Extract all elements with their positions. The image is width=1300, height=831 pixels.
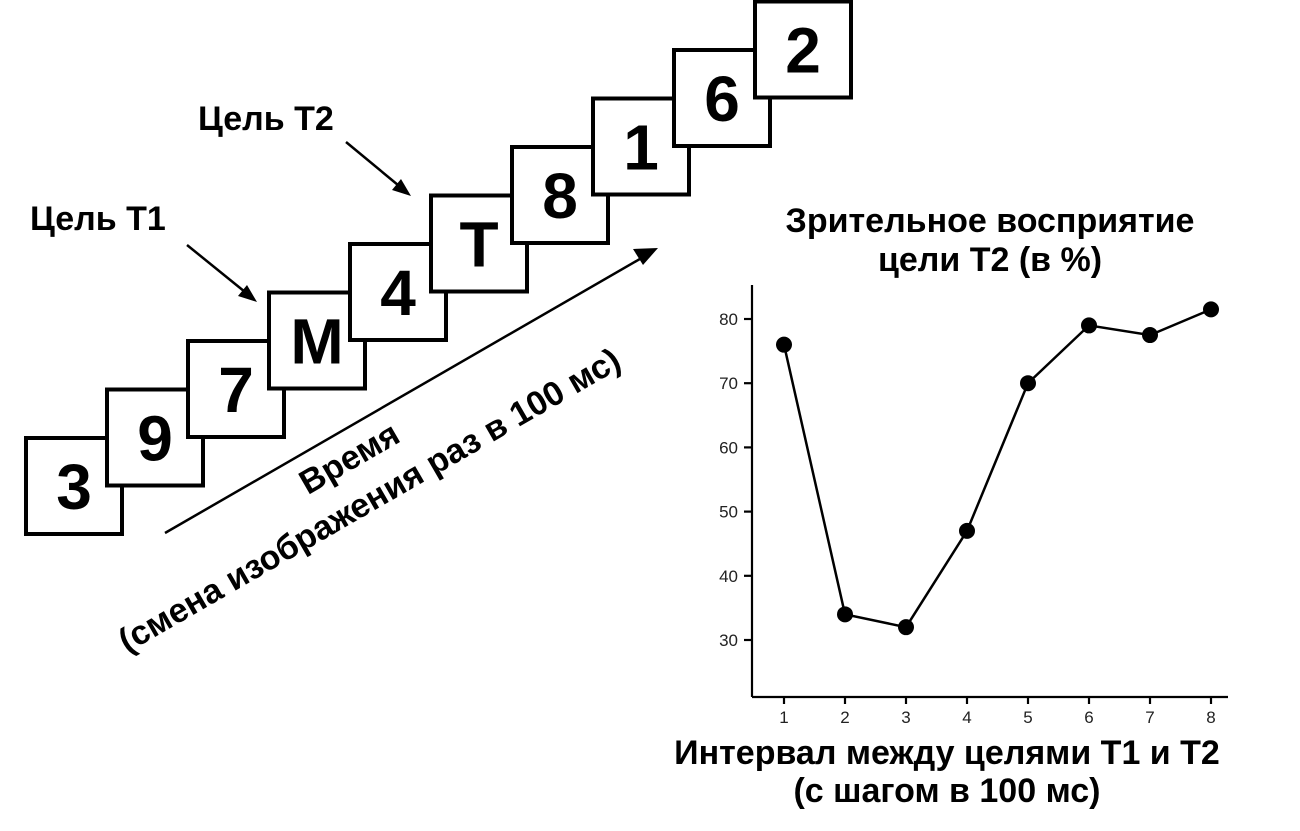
- y-tick-label: 70: [719, 374, 738, 393]
- y-tick-label: 80: [719, 310, 738, 329]
- y-tick-label: 50: [719, 503, 738, 522]
- target-t1-arrow: [186, 244, 251, 297]
- target-t2-label: Цель Т2: [198, 100, 334, 138]
- x-tick-label: 8: [1206, 708, 1215, 727]
- chart-title-line-2: цели Т2 (в %): [878, 241, 1102, 279]
- x-tick-label: 2: [840, 708, 849, 727]
- target-t1-callout: Цель Т1: [30, 200, 257, 302]
- y-tick-group: 30 40 50 60 70 80: [719, 310, 752, 650]
- x-tick-label: 3: [901, 708, 910, 727]
- target-t1-arrowhead: [238, 285, 257, 302]
- stimulus-card-frame: [753, 0, 853, 100]
- stimulus-card-symbol: M: [290, 306, 343, 378]
- data-points: [776, 301, 1219, 636]
- data-point: [898, 619, 914, 636]
- stimulus-card-symbol: 2: [785, 15, 821, 87]
- target-t2-arrowhead: [392, 179, 411, 196]
- x-axis-label-line-1: Интервал между целями Т1 и Т2: [674, 734, 1220, 772]
- time-arrowhead: [633, 248, 658, 265]
- series-line: [782, 308, 1212, 629]
- data-point: [1142, 327, 1158, 344]
- stimulus-card: 2: [753, 0, 853, 100]
- t2-perception-chart: Зрительное восприятие цели Т2 (в %) 30 40…: [674, 202, 1228, 810]
- x-tick-label: 7: [1145, 708, 1154, 727]
- x-tick-label: 1: [779, 708, 788, 727]
- x-tick-label: 6: [1084, 708, 1093, 727]
- stimulus-card-symbol: 8: [542, 160, 578, 232]
- y-tick-label: 30: [719, 631, 738, 650]
- x-tick-label: 4: [962, 708, 971, 727]
- x-axis-label-line-2: (с шагом в 100 мс): [793, 772, 1100, 810]
- time-arrow: [164, 254, 646, 535]
- data-point: [837, 606, 853, 623]
- stimulus-card-symbol: 7: [218, 354, 254, 426]
- stimulus-card-symbol: 9: [137, 403, 173, 475]
- stimulus-card-symbol: 3: [56, 451, 92, 523]
- data-point: [776, 336, 792, 353]
- target-t2-callout: Цель Т2: [198, 100, 411, 196]
- y-tick-label: 40: [719, 567, 738, 586]
- target-t2-arrow: [345, 141, 405, 191]
- stimulus-card-symbol: T: [459, 209, 498, 281]
- data-point: [959, 522, 975, 539]
- x-tick-label: 5: [1023, 708, 1032, 727]
- stimulus-card-symbol: 4: [380, 257, 416, 329]
- stimulus-card-symbol: 1: [623, 112, 659, 184]
- data-point: [1203, 301, 1219, 318]
- target-t1-label: Цель Т1: [30, 200, 166, 238]
- data-point: [1020, 375, 1036, 392]
- data-point: [1081, 317, 1097, 334]
- stimulus-card-symbol: 6: [704, 63, 740, 135]
- chart-title-line-1: Зрительное восприятие: [786, 202, 1195, 240]
- y-tick-label: 60: [719, 438, 738, 457]
- x-tick-group: 1 2 3 4 5 6 7 8: [779, 697, 1216, 727]
